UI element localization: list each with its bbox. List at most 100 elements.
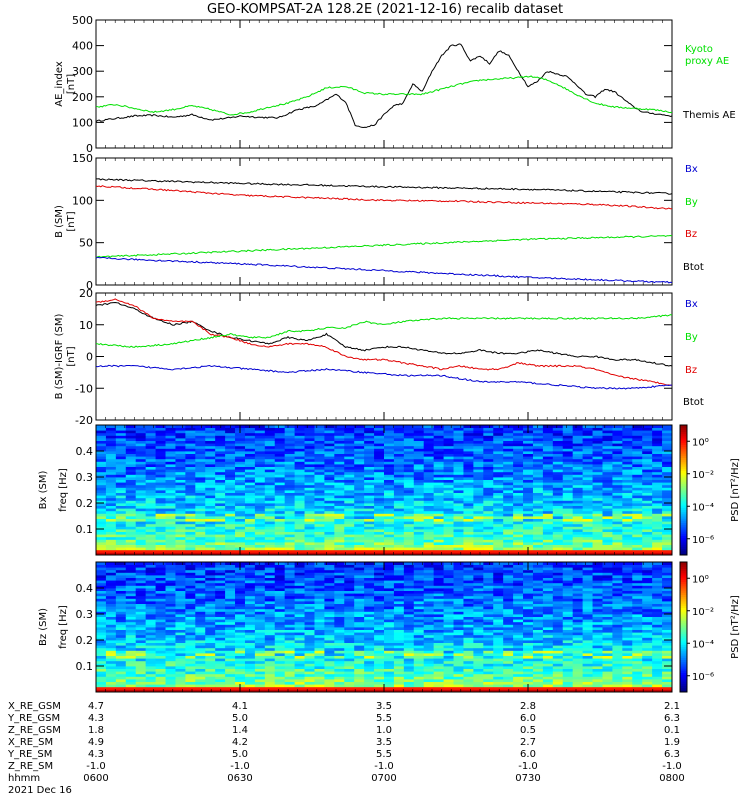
spectrogram-cell xyxy=(165,658,176,662)
spectrogram-cell xyxy=(493,542,504,545)
spectrogram-cell xyxy=(642,427,653,431)
spectrogram-cell xyxy=(403,445,415,449)
spectrogram-cell xyxy=(155,624,166,628)
spectrogram-cell xyxy=(254,647,266,651)
spectrogram-cell xyxy=(433,497,444,501)
spectrogram-cell xyxy=(314,640,325,643)
spectrogram-cell xyxy=(513,453,524,457)
spectrogram-cell xyxy=(334,606,345,610)
spectrogram-cell xyxy=(175,603,186,607)
spectrogram-cell xyxy=(195,585,206,589)
spectrogram-cell xyxy=(165,477,176,480)
spectrogram-cell xyxy=(155,681,166,685)
spectrogram-cell xyxy=(493,432,504,436)
spectrogram-cell xyxy=(393,531,405,535)
spectrogram-cell xyxy=(612,490,623,493)
spectrogram-cell xyxy=(612,456,623,460)
spectrogram-cell xyxy=(185,552,196,556)
spectrogram-cell xyxy=(443,466,454,470)
spectrogram-cell xyxy=(105,567,117,571)
spectrogram-cell xyxy=(413,443,425,447)
spectrogram-cell xyxy=(344,619,355,623)
spectrogram-cell xyxy=(135,458,147,462)
legend-label: Bx xyxy=(685,299,698,310)
spectrogram-cell xyxy=(264,650,276,654)
spectrogram-cell xyxy=(205,671,216,675)
spectrogram-cell xyxy=(155,666,166,669)
spectrogram-cell xyxy=(135,526,147,530)
spectrogram-cell xyxy=(274,443,286,447)
spectrogram-cell xyxy=(145,453,156,457)
spectrogram-cell xyxy=(145,684,156,688)
spectrogram-cell xyxy=(542,464,554,467)
spectrogram-cell xyxy=(443,497,454,501)
spectrogram-cell xyxy=(284,567,296,571)
spectrogram-cell xyxy=(384,505,395,509)
spectrogram-cell xyxy=(592,539,603,543)
spectrogram-cell xyxy=(453,469,464,473)
spectrogram-cell xyxy=(453,516,464,519)
spectrogram-cell xyxy=(602,448,613,452)
spectrogram-cell xyxy=(652,477,663,480)
spectrogram-cell xyxy=(443,547,454,551)
spectrogram-cell xyxy=(572,510,584,514)
spectrogram-cell xyxy=(244,451,256,454)
spectrogram-cell xyxy=(96,526,107,530)
spectrogram-cell xyxy=(225,503,236,506)
spectrogram-cell xyxy=(423,469,435,473)
spectrogram-cell xyxy=(294,466,305,470)
spectrogram-cell xyxy=(205,647,216,651)
spectrogram-cell xyxy=(165,634,176,638)
spectrogram-cell xyxy=(572,505,584,509)
spectrogram-cell xyxy=(364,624,375,628)
spectrogram-cell xyxy=(304,564,315,568)
spectrogram-cell xyxy=(513,534,524,538)
spectrogram-cell xyxy=(592,432,603,436)
spectrogram-cell xyxy=(344,614,355,617)
spectrogram-cell xyxy=(205,598,216,602)
spectrogram-cell xyxy=(274,523,286,527)
spectrogram-cell xyxy=(225,430,236,434)
spectrogram-cell xyxy=(304,453,315,457)
spectrogram-cell xyxy=(602,516,613,519)
spectrogram-cell xyxy=(145,482,156,486)
spectrogram-cell xyxy=(493,497,504,501)
spectrogram-cell xyxy=(125,614,137,617)
spectrogram-cell xyxy=(135,547,147,551)
y-tick-label: 0 xyxy=(86,142,93,155)
spectrogram-cell xyxy=(235,572,246,576)
spectrogram-cell xyxy=(592,427,603,431)
spectrogram-cell xyxy=(294,621,305,625)
spectrogram-cell xyxy=(284,585,296,589)
spectrogram-cell xyxy=(185,445,196,449)
spectrogram-cell xyxy=(324,653,335,656)
spectrogram-cell xyxy=(205,529,216,532)
spectrogram-cell xyxy=(274,655,286,659)
spectrogram-cell xyxy=(324,466,335,470)
spectrogram-cell xyxy=(284,500,296,504)
spectrogram-cell xyxy=(294,534,305,538)
spectrogram-cell xyxy=(115,642,127,646)
spectrogram-cell xyxy=(314,671,325,675)
spectrogram-cell xyxy=(423,552,435,556)
spectrogram-cell xyxy=(552,521,564,525)
spectrogram-cell xyxy=(652,425,663,428)
spectrogram-cell xyxy=(344,634,355,638)
spectrogram-cell xyxy=(115,466,127,470)
spectrogram-cell xyxy=(364,645,375,649)
spectrogram-cell xyxy=(493,477,504,480)
spectrogram-cell xyxy=(235,487,246,491)
spectrogram-cell xyxy=(155,577,166,581)
spectrogram-cell xyxy=(443,513,454,517)
spectrogram-cell xyxy=(254,653,266,656)
spectrogram-cell xyxy=(165,492,176,496)
spectrogram-cell xyxy=(195,438,206,441)
spectrogram-cell xyxy=(374,466,385,470)
spectrogram-cell xyxy=(205,497,216,501)
spectrogram-cell xyxy=(135,464,147,467)
spectrogram-cell xyxy=(493,427,504,431)
spectrogram-cell xyxy=(185,466,196,470)
spectrogram-cell xyxy=(135,588,147,591)
spectrogram-cell xyxy=(642,518,653,522)
spectrogram-cell xyxy=(374,427,385,431)
